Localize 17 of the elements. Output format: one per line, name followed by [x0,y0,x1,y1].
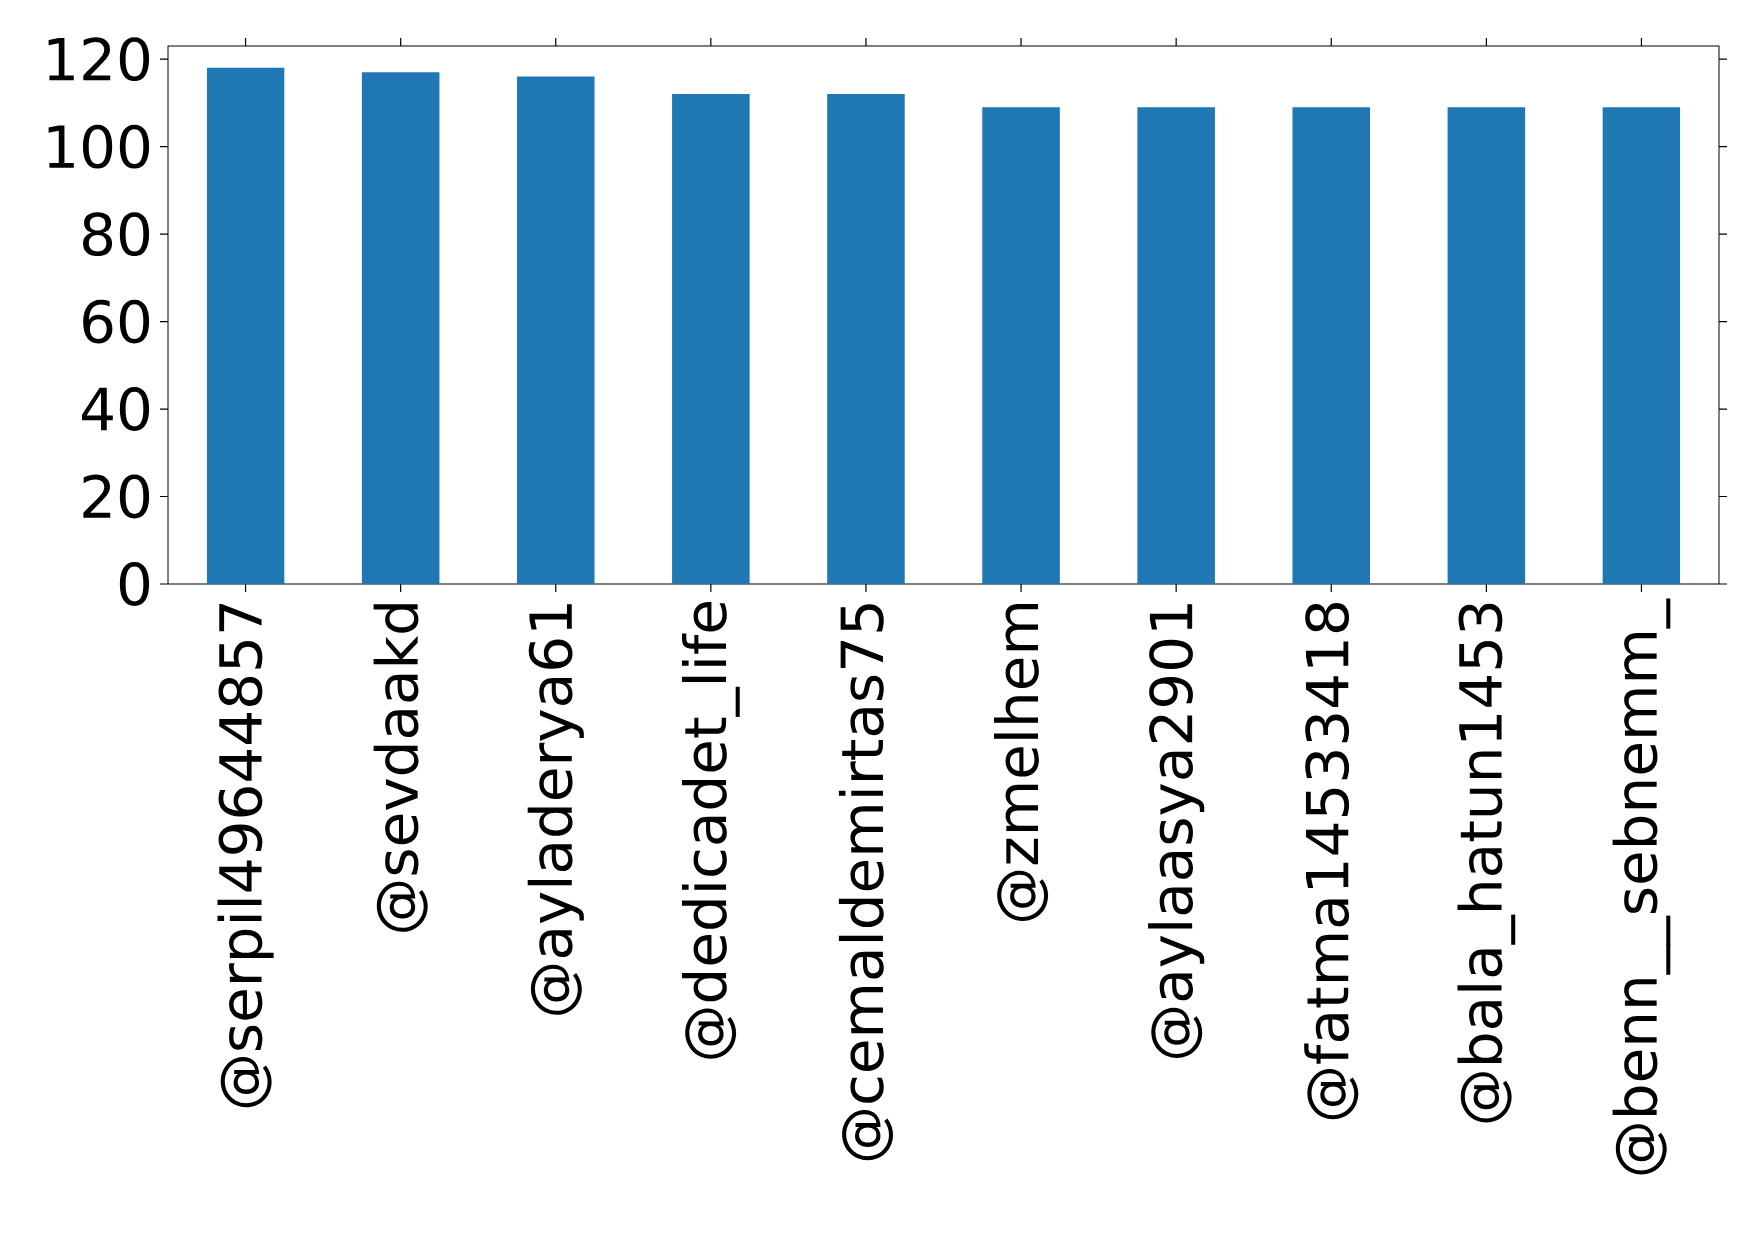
y-tick-label: 40 [81,387,150,431]
x-tick-label: @bala_hatun1453 [1457,603,1516,1123]
y-tick-label: 80 [83,212,150,256]
y-tick-label: 20 [83,474,150,519]
y-tick-label: 60 [83,299,150,344]
x-tick-label: @aylaasya2901 [1148,604,1205,1058]
x-tick-label: @sevdaakd [373,604,428,932]
y-tick-label: 100 [48,124,150,169]
x-tick-label: @fatma14533418 [1304,603,1359,1120]
x-tick-label: @zmelhem [993,604,1049,921]
x-tick-label: @cemaldemirtas75 [838,604,894,1161]
x-tick-label: @serpil49644857 [217,604,274,1108]
x-tick-label: @ayladerya61 [527,604,584,1015]
x-tick-label: @dedicadet_life [681,602,740,1059]
y-tick-label: 120 [48,37,150,82]
x-tick-label: @benn__sebnemm_ [1612,598,1671,1175]
y-tick-label: 0 [119,562,150,606]
